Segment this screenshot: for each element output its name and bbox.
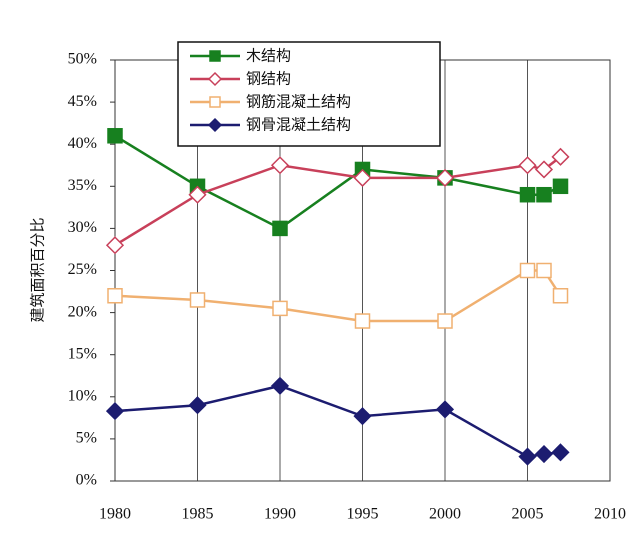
x-tick-label: 1995	[347, 506, 379, 523]
series-line	[114, 134, 562, 230]
legend-box	[177, 41, 441, 147]
marker	[189, 292, 206, 308]
marker	[536, 186, 552, 203]
marker	[107, 128, 123, 144]
series-line	[114, 155, 562, 247]
marker	[272, 220, 288, 237]
y-tick-label: 10%	[68, 387, 97, 404]
legend-label: 钢筋混凝土结构	[246, 93, 351, 111]
marker	[105, 402, 125, 421]
x-tick-label: 2000	[429, 506, 461, 523]
x-tick-label: 2005	[512, 506, 544, 523]
marker	[353, 168, 372, 187]
x-tick-label: 1990	[264, 506, 296, 523]
marker	[105, 236, 125, 255]
y-tick-label: 45%	[68, 93, 97, 110]
marker	[353, 407, 372, 426]
marker	[552, 178, 569, 195]
y-tick-label: 30%	[68, 219, 97, 236]
marker	[209, 50, 221, 62]
x-tick-label: 1985	[182, 506, 214, 523]
y-tick-label: 35%	[68, 177, 97, 194]
y-tick-label: 40%	[68, 135, 97, 152]
series-line	[114, 269, 562, 323]
marker	[519, 186, 536, 203]
marker	[209, 96, 221, 108]
marker	[435, 168, 455, 187]
marker	[270, 156, 290, 175]
series-line	[114, 384, 561, 458]
marker	[437, 313, 453, 329]
legend-label: 钢结构	[246, 70, 291, 88]
marker	[354, 313, 371, 329]
y-tick-label: 25%	[68, 261, 97, 278]
marker	[534, 160, 554, 179]
marker	[107, 288, 123, 304]
marker	[551, 147, 570, 166]
y-tick-label: 0%	[76, 472, 97, 489]
legend-label: 钢骨混凝土结构	[246, 116, 351, 134]
marker	[518, 447, 537, 466]
y-tick-label: 5%	[76, 430, 97, 447]
marker	[519, 262, 536, 279]
y-tick-label: 50%	[68, 51, 97, 68]
marker	[188, 185, 207, 204]
marker	[272, 300, 288, 317]
y-tick-label: 20%	[68, 303, 97, 320]
marker	[207, 117, 223, 133]
marker	[536, 262, 552, 279]
legend-label: 木结构	[246, 47, 291, 65]
x-tick-label: 2010	[594, 506, 626, 523]
y-axis-label: 建筑面积百分比	[29, 217, 47, 322]
marker	[188, 396, 207, 415]
marker	[518, 156, 537, 175]
marker	[270, 376, 290, 395]
y-tick-label: 15%	[68, 345, 97, 362]
marker	[207, 71, 223, 87]
marker	[552, 288, 569, 304]
marker	[551, 443, 570, 462]
x-tick-label: 1980	[99, 506, 131, 523]
marker	[435, 400, 455, 419]
marker	[534, 444, 554, 464]
